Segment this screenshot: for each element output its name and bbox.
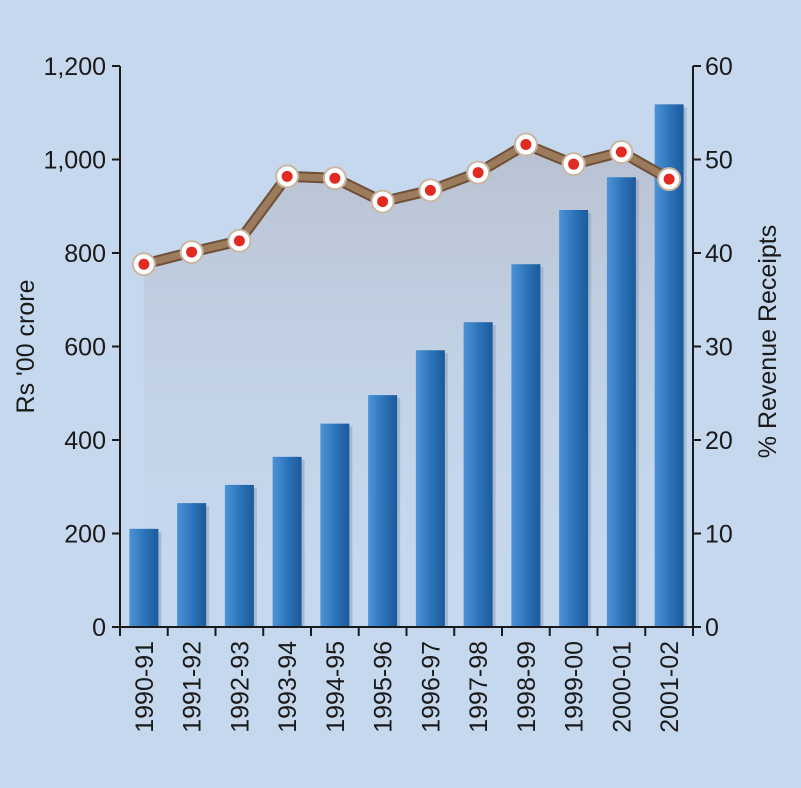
bar-1998-99 — [511, 264, 541, 627]
bar-1996-97 — [415, 350, 445, 627]
right-tick-label: 40 — [705, 240, 733, 268]
left-tick-label: 400 — [64, 427, 106, 455]
x-tick-label: 1999-00 — [561, 641, 589, 733]
right-tick-label: 0 — [705, 614, 719, 642]
x-tick-label: 2000-01 — [608, 641, 636, 733]
x-tick-label: 1991-92 — [179, 641, 207, 733]
left-tick-label: 200 — [64, 521, 106, 549]
left-tick-label: 0 — [92, 614, 106, 642]
x-tick-label: 1994-95 — [322, 641, 350, 733]
bar-1994-95 — [320, 423, 350, 627]
line-marker-dot — [615, 146, 627, 158]
line-marker-dot — [520, 139, 532, 151]
right-tick-label: 50 — [705, 147, 733, 175]
bar-1997-98 — [463, 322, 493, 627]
line-series — [131, 132, 682, 277]
line-marker-dot — [568, 158, 580, 170]
right-tick-label: 60 — [705, 53, 733, 81]
bar-1990-91 — [129, 528, 159, 627]
right-axis-title: % Revenue Receipts — [754, 225, 782, 458]
x-tick-label: 1998-99 — [513, 641, 541, 733]
axes — [112, 65, 701, 636]
line-marker-dot — [186, 246, 198, 258]
x-tick-label: 1996-97 — [417, 641, 445, 733]
bar-1999-00 — [559, 209, 589, 628]
line-marker-dot — [424, 184, 436, 196]
line-marker-dot — [329, 172, 341, 184]
line-marker-dot — [472, 167, 484, 179]
bar-2001-02 — [654, 104, 684, 627]
bar-1992-93 — [224, 484, 254, 627]
x-tick-label: 1993-94 — [274, 641, 302, 733]
bar-1993-94 — [272, 456, 302, 627]
left-tick-label: 600 — [64, 334, 106, 362]
line-marker-dot — [377, 196, 389, 208]
bar-1991-92 — [177, 503, 207, 627]
bar-series — [129, 104, 687, 628]
bar-1995-96 — [368, 395, 398, 627]
line-marker-dot — [138, 258, 150, 270]
line-marker-dot — [663, 173, 675, 185]
line-marker-dot — [233, 235, 245, 247]
line-marker-dot — [281, 170, 293, 182]
axis-labels: 0 200 400 600 800 1,000 1,200 0 10 20 30 40 50 60 1990… — [12, 53, 782, 733]
left-tick-label: 1,000 — [43, 147, 106, 175]
left-axis-title: Rs '00 crore — [12, 280, 40, 414]
right-tick-label: 20 — [705, 427, 733, 455]
left-tick-label: 1,200 — [43, 53, 106, 81]
x-tick-label: 1997-98 — [465, 641, 493, 733]
x-tick-label: 1992-93 — [226, 641, 254, 733]
x-tick-label: 1990-91 — [131, 641, 159, 733]
right-tick-label: 30 — [705, 334, 733, 362]
right-tick-label: 10 — [705, 521, 733, 549]
left-tick-label: 800 — [64, 240, 106, 268]
bar-2000-01 — [606, 177, 636, 627]
x-tick-label: 2001-02 — [656, 641, 684, 733]
x-tick-label: 1995-96 — [370, 641, 398, 733]
